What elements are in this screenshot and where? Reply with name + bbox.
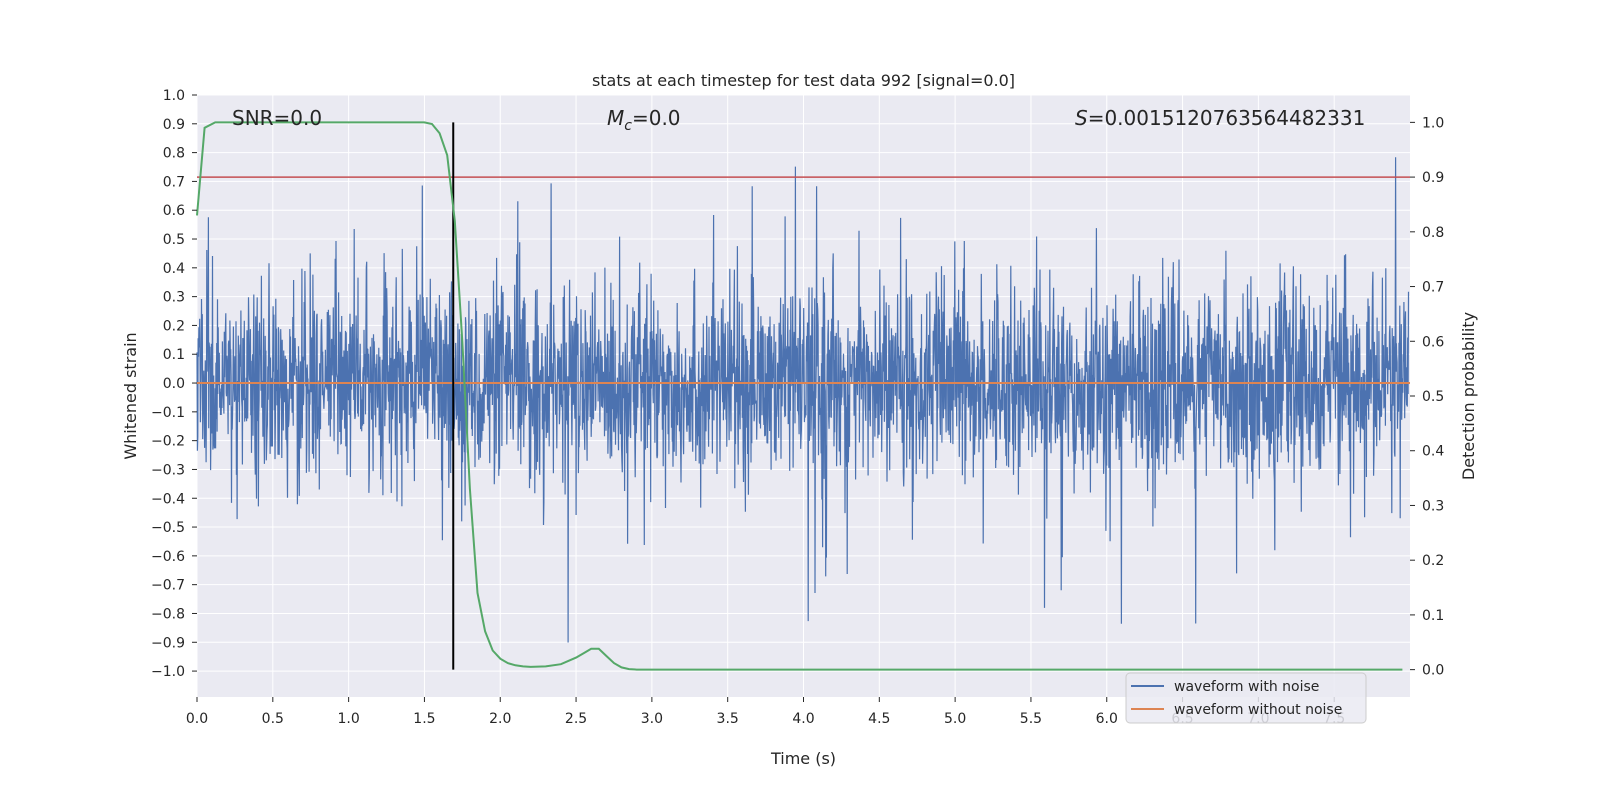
y-tick-label: −0.4	[151, 491, 185, 507]
y-tick-label: −0.9	[151, 635, 185, 651]
y-tick-label: −0.1	[151, 405, 185, 421]
s-value: =0.0015120763564482331	[1088, 106, 1366, 130]
mc-symbol: M	[607, 106, 624, 130]
detection-probability-line	[196, 121, 1403, 671]
x-tick-label: 0.5	[262, 711, 284, 727]
mc-annotation: Mc=0.0	[607, 106, 681, 134]
y-tick-label: 0.6	[163, 203, 185, 219]
y2-tick-label: 0.7	[1422, 280, 1444, 296]
mc-subscript: c	[624, 118, 632, 134]
x-tick-label: 0.0	[186, 711, 208, 727]
legend: waveform with noise waveform without noi…	[1125, 672, 1367, 724]
y-tick-label: −0.7	[151, 578, 185, 594]
x-tick-label: 1.5	[413, 711, 435, 727]
detection-probability-series	[196, 121, 1403, 671]
y2-tick-label: 0.8	[1422, 225, 1444, 241]
y-tick-label: 0.2	[163, 318, 185, 334]
y-tick-label: 0.1	[163, 347, 185, 363]
y-tick-label: 0.9	[163, 117, 185, 133]
y-tick-label: 0.7	[163, 174, 185, 190]
y-tick-label: −0.6	[151, 549, 185, 565]
s-symbol: S	[1075, 106, 1088, 130]
x-tick-label: 3.5	[717, 711, 739, 727]
y-tick-label: −0.8	[151, 606, 185, 622]
y2-tick-label: 0.2	[1422, 553, 1444, 569]
y-tick-label: 0.8	[163, 146, 185, 162]
y-tick-label: −0.2	[151, 434, 185, 450]
x-tick-label: 6.0	[1096, 711, 1118, 727]
y2-tick-label: 0.0	[1422, 663, 1444, 679]
y-axis-label: Whitened strain	[121, 332, 140, 459]
x-tick-label: 2.5	[565, 711, 587, 727]
waveform-with-noise-line	[196, 157, 1410, 643]
x-axis-label: Time (s)	[770, 749, 836, 768]
y2-axis-label: Detection probability	[1459, 312, 1478, 480]
axis-ticks: 0.00.51.01.52.02.53.03.54.04.55.05.56.06…	[151, 88, 1444, 727]
y-tick-label: 0.0	[163, 376, 185, 392]
x-tick-label: 1.0	[337, 711, 359, 727]
x-tick-label: 4.5	[868, 711, 890, 727]
legend-label-waveform-without-noise: waveform without noise	[1174, 702, 1342, 718]
y2-tick-label: 0.1	[1422, 608, 1444, 624]
y-tick-label: −0.3	[151, 462, 185, 478]
mc-value: =0.0	[632, 106, 681, 130]
y2-tick-label: 0.6	[1422, 334, 1444, 350]
y-tick-label: 0.5	[163, 232, 185, 248]
y2-tick-label: 0.4	[1422, 444, 1444, 460]
legend-label-waveform-with-noise: waveform with noise	[1174, 679, 1319, 695]
chart-title: stats at each timestep for test data 992…	[592, 71, 1015, 90]
x-tick-label: 2.0	[489, 711, 511, 727]
s-annotation: S=0.0015120763564482331	[1075, 106, 1365, 130]
snr-annotation: SNR=0.0	[232, 106, 322, 130]
legend-box	[1125, 672, 1367, 724]
y-tick-label: −1.0	[151, 664, 185, 680]
x-tick-label: 5.5	[1020, 711, 1042, 727]
y-tick-label: 1.0	[163, 88, 185, 104]
y-tick-label: 0.3	[163, 290, 185, 306]
y2-tick-label: 0.9	[1422, 170, 1444, 186]
y-tick-label: 0.4	[163, 261, 185, 277]
x-tick-label: 5.0	[944, 711, 966, 727]
y2-tick-label: 0.3	[1422, 498, 1444, 514]
waveform-with-noise-series	[196, 157, 1410, 643]
y2-tick-label: 0.5	[1422, 389, 1444, 405]
x-tick-label: 3.0	[641, 711, 663, 727]
y2-tick-label: 1.0	[1422, 115, 1444, 131]
x-tick-label: 4.0	[792, 711, 814, 727]
y-tick-label: −0.5	[151, 520, 185, 536]
